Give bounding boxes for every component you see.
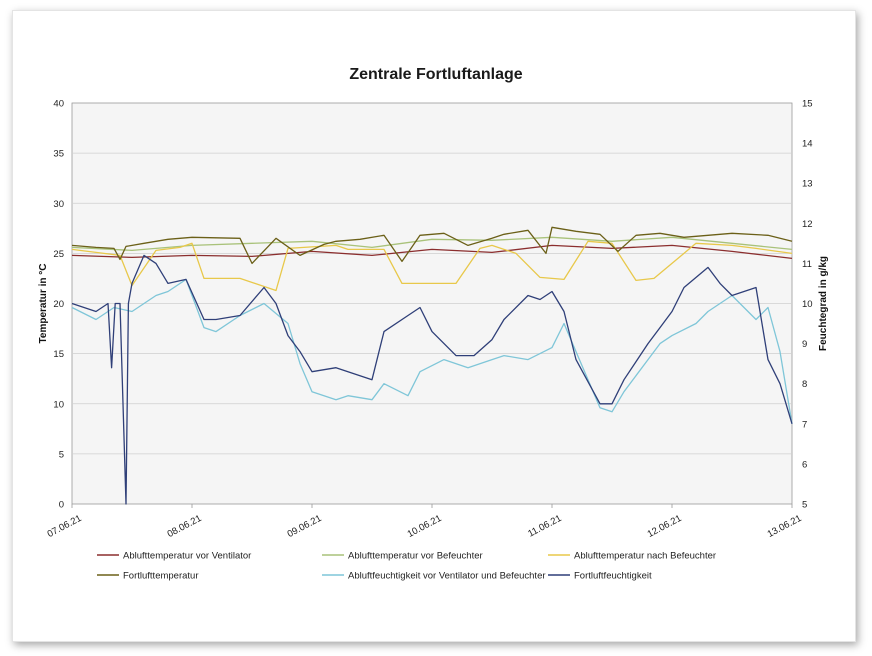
- series-line-5: [71, 278, 793, 424]
- y2-tick-label: 14: [802, 139, 813, 150]
- y-tick-label: 0: [59, 500, 64, 511]
- y2-tick-label: 5: [802, 500, 807, 511]
- y2-tick-label: 12: [802, 219, 813, 230]
- y-tick-label: 40: [53, 99, 64, 110]
- y-tick-label: 25: [53, 249, 64, 260]
- legend-entry-label: Abluftfeuchtigkeit vor Ventilator und Be…: [348, 571, 546, 582]
- chart-title: Zentrale Fortluftanlage: [349, 66, 523, 83]
- y-tick-label: 10: [53, 399, 64, 410]
- x-tick-label: 09.06.21: [286, 513, 324, 540]
- y-tick-label: 30: [53, 199, 64, 210]
- x-tick-label: 12.06.21: [646, 513, 684, 540]
- x-tick-label: 07.06.21: [46, 513, 84, 540]
- y-tick-label: 20: [53, 299, 64, 310]
- legend-entry-label: Fortlufttemperatur: [123, 571, 199, 582]
- x-tick-label: 13.06.21: [766, 513, 804, 540]
- y-tick-label: 15: [53, 349, 64, 360]
- legend-entry-label: Ablufttemperatur vor Befeuchter: [348, 551, 483, 562]
- x-tick-label: 08.06.21: [166, 513, 204, 540]
- series-line-1: [71, 244, 793, 260]
- legend-entry-label: Ablufttemperatur vor Ventilator: [123, 551, 251, 562]
- series-line-4: [71, 226, 793, 265]
- series-line-2: [71, 236, 793, 252]
- y-tick-label: 5: [59, 449, 64, 460]
- x-tick-label: 11.06.21: [526, 513, 563, 540]
- y2-tick-label: 6: [802, 459, 807, 470]
- y2-tick-label: 13: [802, 179, 813, 190]
- series-line-3: [71, 240, 793, 292]
- y2-tick-label: 11: [802, 259, 812, 270]
- legend-entry-label: Fortluftfeuchtigkeit: [574, 571, 652, 582]
- y-tick-label: 35: [53, 149, 64, 160]
- series-line-6: [71, 254, 793, 505]
- y2-tick-label: 9: [802, 339, 807, 350]
- legend-entry-label: Ablufttemperatur nach Befeuchter: [574, 551, 716, 562]
- y2-axis-title: Feuchtegrad in g/kg: [818, 256, 829, 351]
- x-tick-label: 10.06.21: [406, 513, 444, 540]
- y-axis-title: Temperatur in °C: [38, 264, 49, 344]
- y2-tick-label: 10: [802, 299, 813, 310]
- y2-tick-label: 7: [802, 419, 807, 430]
- y2-tick-label: 15: [802, 99, 813, 110]
- y2-tick-label: 8: [802, 379, 807, 390]
